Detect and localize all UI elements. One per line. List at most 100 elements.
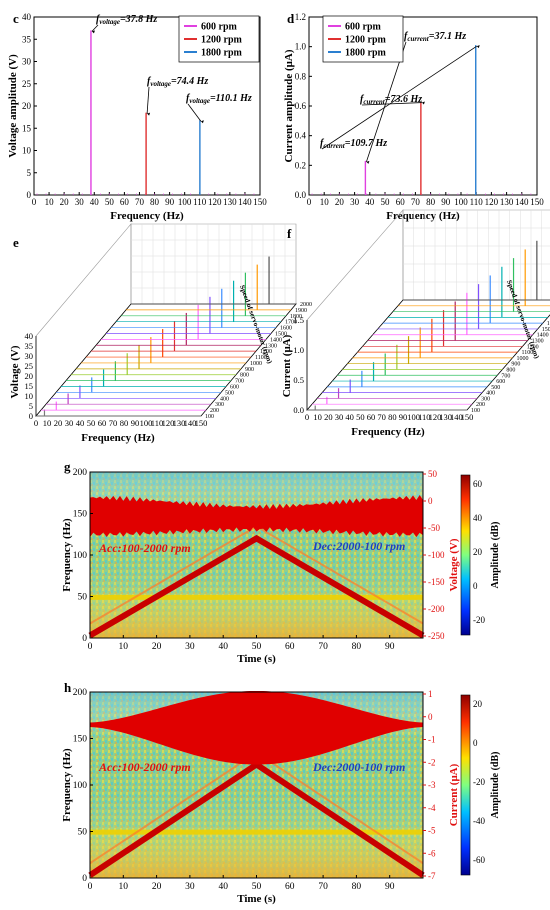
speed-tick-label: 600 <box>230 385 239 391</box>
x-axis-title: Time (s) <box>237 893 276 905</box>
speed-tick-label: 500 <box>491 385 500 391</box>
y2-tick-label: -50 <box>428 523 440 533</box>
colorbar-tick-label: -60 <box>473 855 485 865</box>
signal-envelope <box>90 690 423 765</box>
x-tick-label: 150 <box>530 197 544 207</box>
annotation-arrow <box>321 45 477 150</box>
x-tick-label: 140 <box>450 412 463 422</box>
y-tick-label: 0.0 <box>295 190 307 200</box>
y-tick-label: 150 <box>73 735 88 745</box>
x-tick-label: 30 <box>185 882 195 892</box>
y2-tick-label: -150 <box>428 577 445 587</box>
speed-tick-label: 300 <box>215 402 224 408</box>
speed-tick-label: 1100 <box>522 350 534 356</box>
colorbar-tick-label: 60 <box>473 479 483 489</box>
acc-annotation: Acc:100-2000 rpm <box>98 760 191 774</box>
x-tick-label: 80 <box>352 882 362 892</box>
x-tick-label: 90 <box>441 197 451 207</box>
signal-envelope <box>90 495 423 538</box>
y-axis-title: Frequency (Hz) <box>61 748 73 822</box>
x-tick-label: 90 <box>131 418 140 428</box>
y2-axis-title: Voltage (V) <box>448 538 460 591</box>
x-tick-label: 130 <box>173 418 186 428</box>
speed-tick-label: 1000 <box>516 356 528 362</box>
x-axis-title: Time (s) <box>237 653 276 665</box>
colorbar-tick-label: -20 <box>473 615 485 625</box>
x-tick-label: 50 <box>381 197 391 207</box>
side-wall <box>306 209 404 411</box>
mains-50hz-line <box>90 829 423 835</box>
x-axis-title: Frequency (Hz) <box>351 426 425 438</box>
x-tick-label: 10 <box>45 197 55 207</box>
x-tick-label: 120 <box>485 197 499 207</box>
colorbar-title: Amplitude (dB) <box>490 752 501 819</box>
x-tick-label: 80 <box>352 642 362 652</box>
x-tick-label: 100 <box>407 412 420 422</box>
speed-tick-label: 800 <box>506 367 515 373</box>
arrow-head <box>421 101 425 105</box>
y-tick-label: 0.4 <box>295 131 307 141</box>
x-tick-label: 70 <box>135 197 145 207</box>
low-freq-energy <box>90 563 423 638</box>
x-tick-label: 90 <box>399 412 408 422</box>
peak-annotation: fcurrent=73.6 Hz <box>360 94 422 106</box>
y2-tick-label: 50 <box>428 469 438 479</box>
panel-label: e <box>13 235 19 250</box>
arrow-head <box>91 30 95 34</box>
x-tick-label: 30 <box>350 197 360 207</box>
x-axis-title: Frequency (Hz) <box>81 432 155 444</box>
legend-label: 1800 rpm <box>201 48 243 59</box>
x-tick-label: 70 <box>318 642 328 652</box>
x-tick-label: 110 <box>470 197 484 207</box>
peak-annotation: fvoltage=74.4 Hz <box>147 76 208 88</box>
back-wall <box>402 209 550 301</box>
x-tick-label: 80 <box>426 197 436 207</box>
annotation-arrow <box>146 86 150 114</box>
x-tick-label: 90 <box>165 197 175 207</box>
x-tick-label: 20 <box>324 412 333 422</box>
speed-tick-label: 1600 <box>280 326 292 332</box>
x-tick-label: 10 <box>313 412 322 422</box>
x-tick-label: 120 <box>429 412 442 422</box>
x-tick-label: 0 <box>305 412 309 422</box>
x-axis-title: Frequency (Hz) <box>386 210 460 222</box>
y2-tick-label: -6 <box>428 848 436 858</box>
colorbar-tick-label: 40 <box>473 513 483 523</box>
y-tick-label: 5 <box>29 401 33 411</box>
y-tick-label: 1.5 <box>293 315 304 325</box>
x-tick-label: 40 <box>365 197 375 207</box>
speed-tick-label: 1700 <box>285 320 297 326</box>
side-wall <box>35 223 132 417</box>
y-tick-label: 0 <box>29 411 33 421</box>
speed-tick-label: 300 <box>481 396 490 402</box>
peak-annotation: fcurrent=109.7 Hz <box>320 138 387 150</box>
dec-annotation: Dec:2000-100 rpm <box>312 539 405 553</box>
colorbar-tick-label: -20 <box>473 777 485 787</box>
x-tick-label: 150 <box>253 197 267 207</box>
x-tick-label: 0 <box>32 197 37 207</box>
x-tick-label: 120 <box>162 418 175 428</box>
x-tick-label: 20 <box>152 642 162 652</box>
y-tick-label: 20 <box>25 371 34 381</box>
x-tick-label: 20 <box>54 418 63 428</box>
x-tick-label: 50 <box>87 418 96 428</box>
x-tick-label: 150 <box>461 412 474 422</box>
speed-ridge <box>88 534 425 639</box>
y2-tick-label: 1 <box>428 689 433 699</box>
speed-tick-label: 1900 <box>295 308 307 314</box>
y2-tick-label: -200 <box>428 604 445 614</box>
y-tick-label: 0 <box>27 190 32 200</box>
y-tick-label: 50 <box>78 593 88 603</box>
y-tick-label: 15 <box>22 123 32 133</box>
y-axis-title: Frequency (Hz) <box>61 518 73 592</box>
y-tick-label: 5 <box>27 168 32 178</box>
speed-tick-label: 500 <box>225 390 234 396</box>
y-tick-label: 50 <box>78 828 88 838</box>
x-tick-label: 20 <box>335 197 345 207</box>
y-tick-label: 100 <box>73 551 88 561</box>
colorbar-tick-label: 20 <box>473 699 483 709</box>
x-tick-label: 0 <box>88 882 93 892</box>
x-tick-label: 30 <box>335 412 344 422</box>
x-tick-label: 40 <box>218 882 228 892</box>
acc-annotation: Acc:100-2000 rpm <box>98 541 191 555</box>
